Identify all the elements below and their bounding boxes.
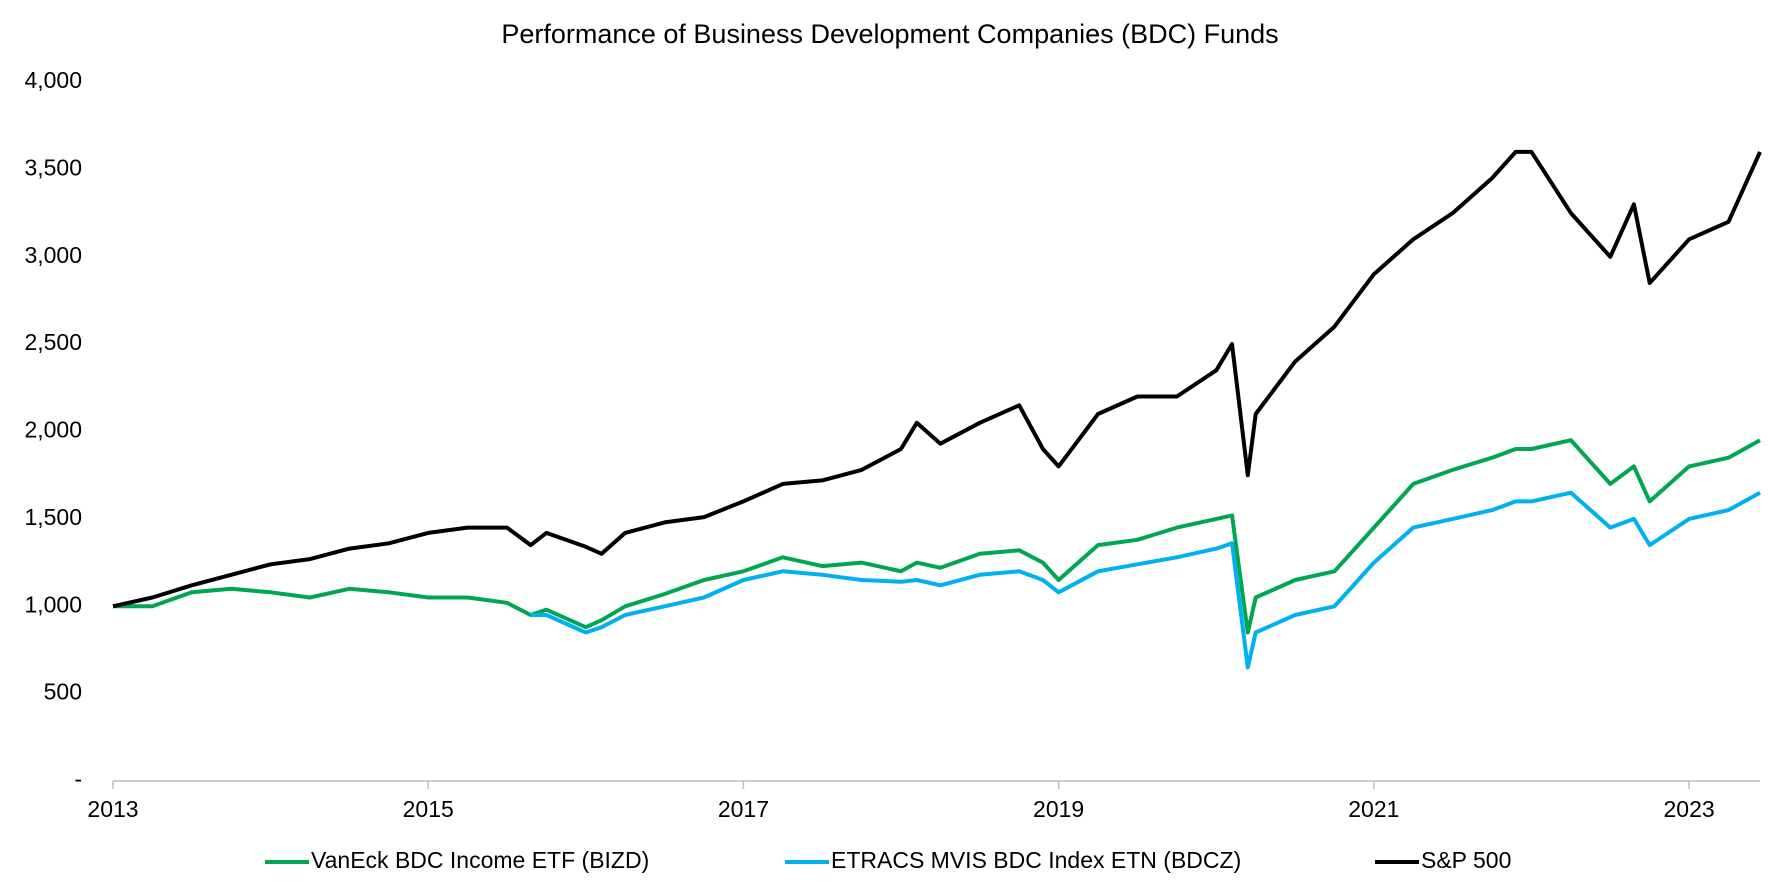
chart-title: Performance of Business Development Comp… xyxy=(501,19,1278,49)
y-tick-label: 3,500 xyxy=(24,154,82,180)
y-tick-label: 4,000 xyxy=(24,67,82,93)
y-tick-label: 2,500 xyxy=(24,329,82,355)
y-tick-label: 3,000 xyxy=(24,242,82,268)
legend-label: S&P 500 xyxy=(1421,847,1511,873)
y-tick-label: 2,000 xyxy=(24,417,82,443)
legend-label: VanEck BDC Income ETF (BIZD) xyxy=(311,847,649,873)
y-tick-label: 1,500 xyxy=(24,504,82,530)
x-tick-label: 2013 xyxy=(87,796,138,822)
x-tick-label: 2023 xyxy=(1663,796,1714,822)
series-line xyxy=(530,490,1761,670)
x-tick-label: 2021 xyxy=(1348,796,1399,822)
x-tick-label: 2019 xyxy=(1033,796,1084,822)
y-tick-label: 500 xyxy=(44,679,82,705)
y-tick-label: - xyxy=(74,766,82,792)
series-line xyxy=(112,149,1762,609)
legend-label: ETRACS MVIS BDC Index ETN (BDCZ) xyxy=(831,847,1241,873)
x-tick-label: 2015 xyxy=(403,796,454,822)
x-tick-label: 2017 xyxy=(718,796,769,822)
series-line xyxy=(113,438,1761,635)
y-tick-label: 1,000 xyxy=(24,591,82,617)
